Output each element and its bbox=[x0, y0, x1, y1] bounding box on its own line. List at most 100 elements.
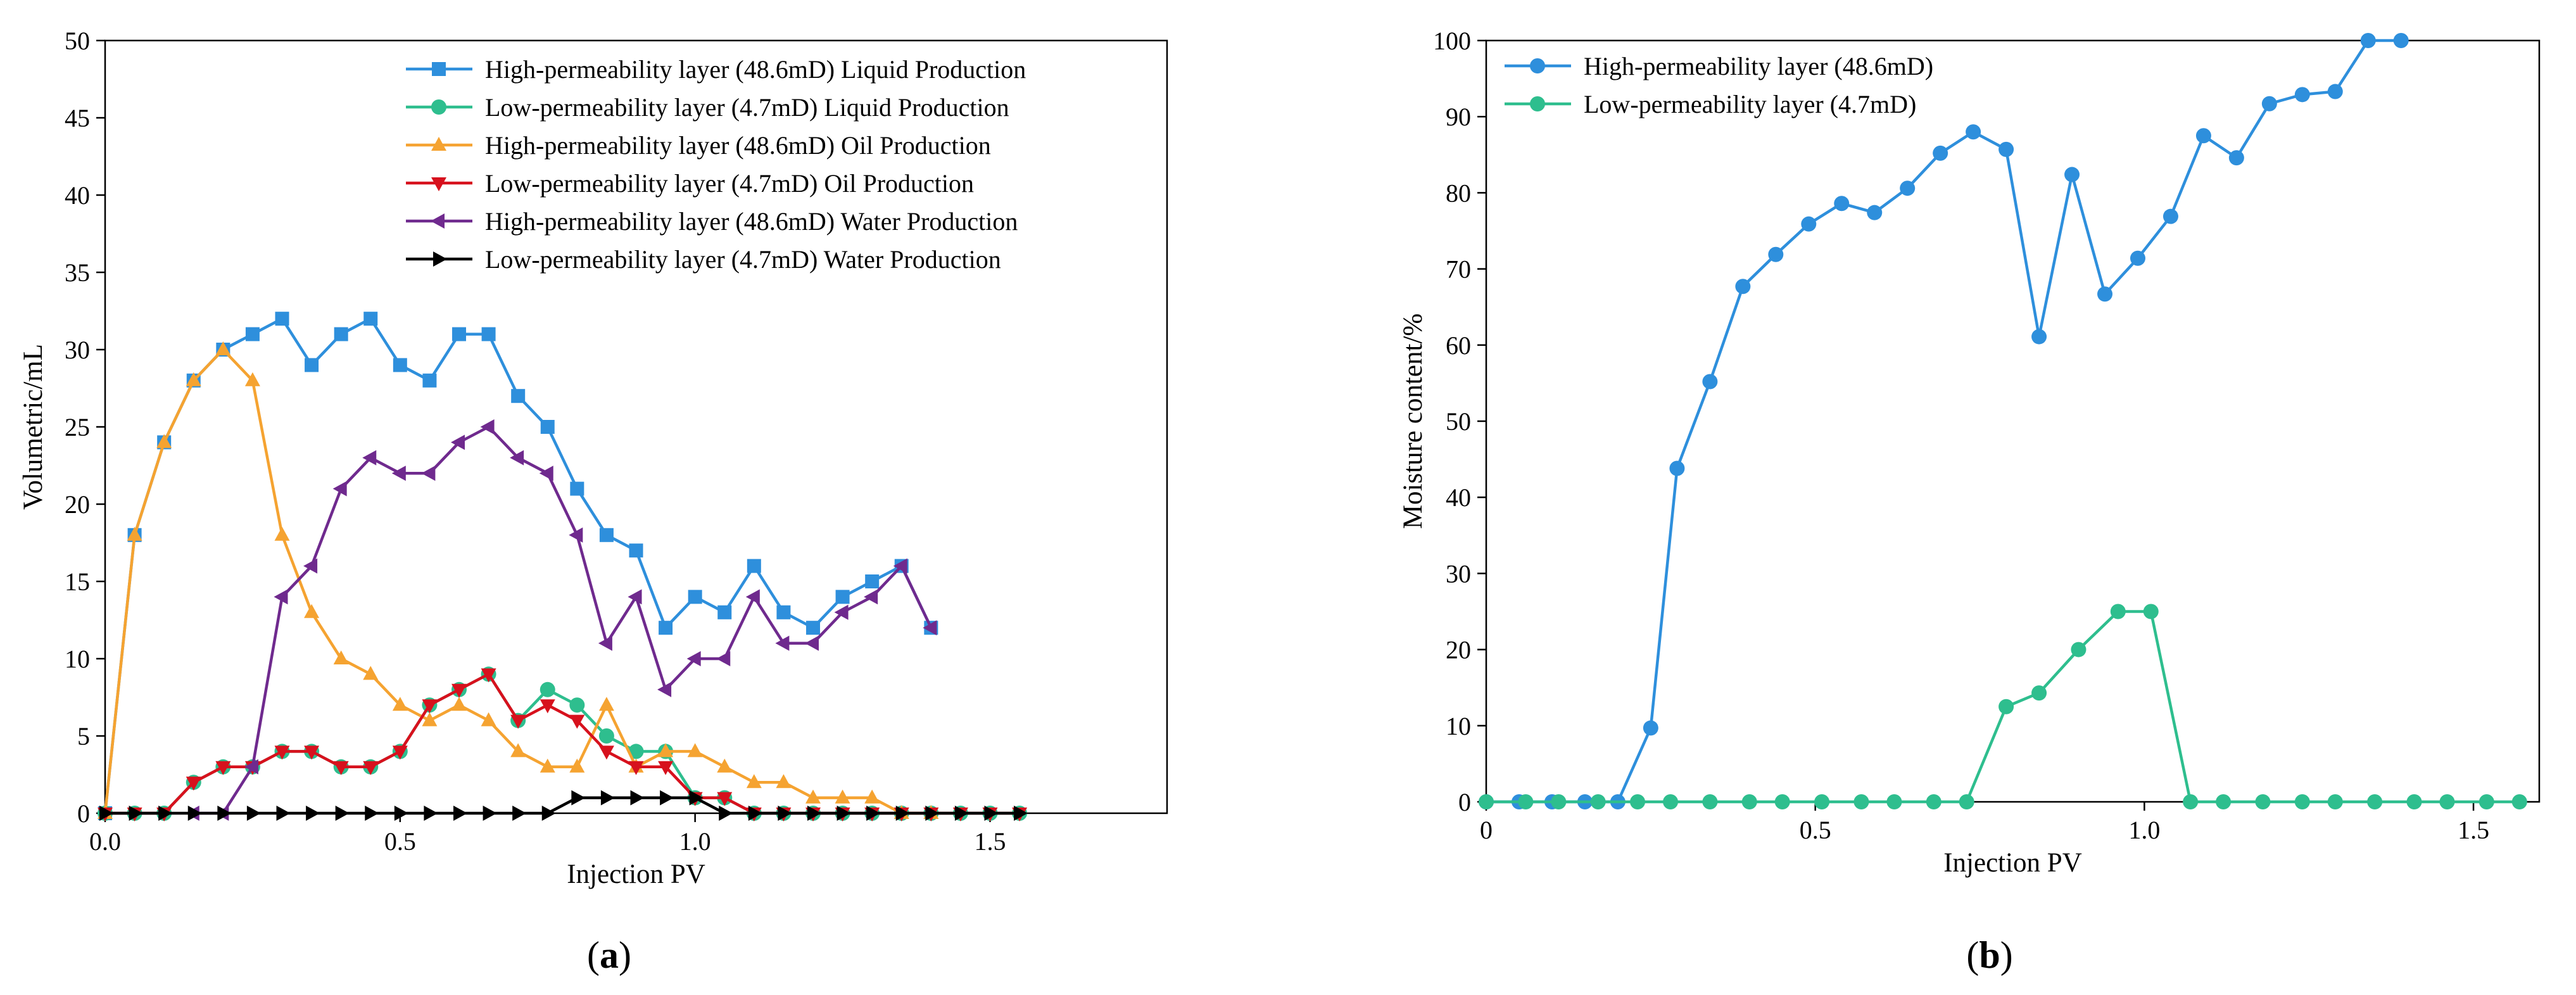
data-point bbox=[2406, 794, 2422, 809]
legend-marker bbox=[433, 251, 447, 267]
data-point bbox=[483, 806, 497, 821]
data-point bbox=[834, 604, 849, 620]
data-point bbox=[158, 806, 173, 821]
panel-label: (b) bbox=[1966, 934, 2012, 976]
data-point bbox=[775, 635, 790, 651]
series-high-permeability-layer-48-6md-liquid-production bbox=[98, 312, 938, 820]
legend-marker bbox=[431, 137, 446, 151]
data-point bbox=[422, 699, 438, 714]
data-point bbox=[630, 790, 645, 806]
data-point bbox=[805, 635, 819, 651]
data-point bbox=[186, 372, 201, 386]
data-point bbox=[2261, 96, 2277, 111]
data-point bbox=[1959, 794, 1974, 809]
chart-panel-b: 0 0.5 1.0 1.5 0 10 20 30 40 50 60 70 80 90 100 Injectio… bbox=[1398, 27, 2541, 976]
data-point bbox=[778, 806, 792, 821]
data-point bbox=[658, 761, 674, 775]
data-point bbox=[923, 620, 937, 636]
data-point bbox=[1630, 794, 1646, 809]
data-point bbox=[747, 559, 761, 573]
y-tick-label: 5 bbox=[77, 722, 90, 751]
legend-label: Low-permeability layer (4.7mD) Water Pro… bbox=[485, 245, 1001, 274]
data-point bbox=[392, 745, 408, 760]
data-point bbox=[246, 806, 261, 821]
data-point bbox=[864, 789, 880, 804]
data-point bbox=[925, 806, 940, 821]
data-point bbox=[628, 761, 644, 775]
data-point bbox=[864, 589, 878, 605]
data-point bbox=[2228, 150, 2244, 166]
data-point bbox=[628, 744, 644, 759]
legend-label: Low-permeability layer (4.7mD) Oil Produ… bbox=[485, 169, 974, 198]
data-point bbox=[1479, 794, 1494, 809]
data-point bbox=[217, 806, 232, 821]
data-point bbox=[511, 389, 526, 403]
y-tick-label: 60 bbox=[1446, 331, 1471, 360]
data-point bbox=[1741, 794, 1757, 809]
y-axis-title: Volumetric/mL bbox=[18, 344, 48, 510]
data-point bbox=[215, 761, 231, 775]
data-point bbox=[245, 327, 260, 341]
legend-marker bbox=[431, 177, 446, 191]
data-point bbox=[363, 666, 379, 680]
data-point bbox=[837, 806, 851, 821]
series-high-permeability-layer-48-6md-water-production bbox=[185, 419, 937, 821]
data-point bbox=[2195, 128, 2211, 144]
data-point bbox=[569, 758, 585, 773]
panel-letter: a bbox=[600, 934, 619, 976]
panel-letter: b bbox=[1979, 934, 2000, 976]
data-point bbox=[687, 743, 703, 757]
legend-label: High-permeability layer (48.6mD) Water P… bbox=[485, 207, 1018, 236]
y-tick-label: 10 bbox=[1446, 712, 1471, 740]
y-tick-label: 70 bbox=[1446, 255, 1471, 284]
data-point bbox=[422, 373, 437, 388]
data-point bbox=[305, 358, 319, 372]
data-point bbox=[657, 681, 672, 697]
data-point bbox=[569, 714, 585, 729]
data-point bbox=[365, 806, 379, 821]
data-point bbox=[2327, 794, 2343, 809]
y-tick-label: 0 bbox=[1458, 788, 1471, 816]
y-tick-label: 15 bbox=[65, 567, 90, 596]
data-point bbox=[275, 312, 289, 326]
y-tick-label: 30 bbox=[1446, 559, 1471, 588]
data-point bbox=[421, 466, 436, 481]
data-point bbox=[628, 589, 642, 605]
data-point bbox=[393, 358, 407, 372]
data-point bbox=[451, 683, 467, 698]
data-point bbox=[274, 745, 290, 760]
data-point bbox=[717, 605, 732, 619]
y-tick-label: 30 bbox=[65, 336, 90, 364]
data-point bbox=[334, 327, 348, 341]
data-point bbox=[127, 526, 142, 541]
data-point bbox=[1702, 794, 1718, 809]
y-tick-label: 0 bbox=[77, 799, 90, 828]
data-point bbox=[893, 558, 907, 574]
x-tick-label: 0.5 bbox=[1800, 816, 1831, 844]
data-point bbox=[1926, 794, 1941, 809]
data-point bbox=[2478, 794, 2494, 809]
series-high-permeability-layer-48-6md bbox=[1479, 33, 2409, 809]
data-point bbox=[187, 806, 202, 821]
data-point bbox=[807, 806, 821, 821]
data-point bbox=[215, 341, 231, 355]
data-point bbox=[746, 774, 762, 789]
data-point bbox=[99, 806, 113, 821]
legend-entry: High-permeability layer (48.6mD) Oil Pro… bbox=[406, 131, 991, 160]
data-point bbox=[333, 761, 349, 775]
data-point bbox=[719, 806, 733, 821]
data-point bbox=[598, 697, 614, 711]
data-point bbox=[2031, 329, 2047, 345]
data-point bbox=[481, 712, 496, 726]
series-low-permeability-layer-4-7md-water-production bbox=[99, 790, 1028, 821]
legend-entry: High-permeability layer (48.6mD) Liquid … bbox=[406, 55, 1026, 84]
data-point bbox=[1801, 216, 1817, 232]
data-point bbox=[688, 590, 702, 604]
x-tick-label: 0 bbox=[1480, 816, 1493, 844]
data-point bbox=[1853, 794, 1869, 809]
data-point bbox=[1643, 720, 1658, 736]
data-point bbox=[1590, 794, 1606, 809]
legend-label: Low-permeability layer (4.7mD) Liquid Pr… bbox=[485, 93, 1009, 122]
legend-entry: Low-permeability layer (4.7mD) Liquid Pr… bbox=[406, 93, 1009, 122]
